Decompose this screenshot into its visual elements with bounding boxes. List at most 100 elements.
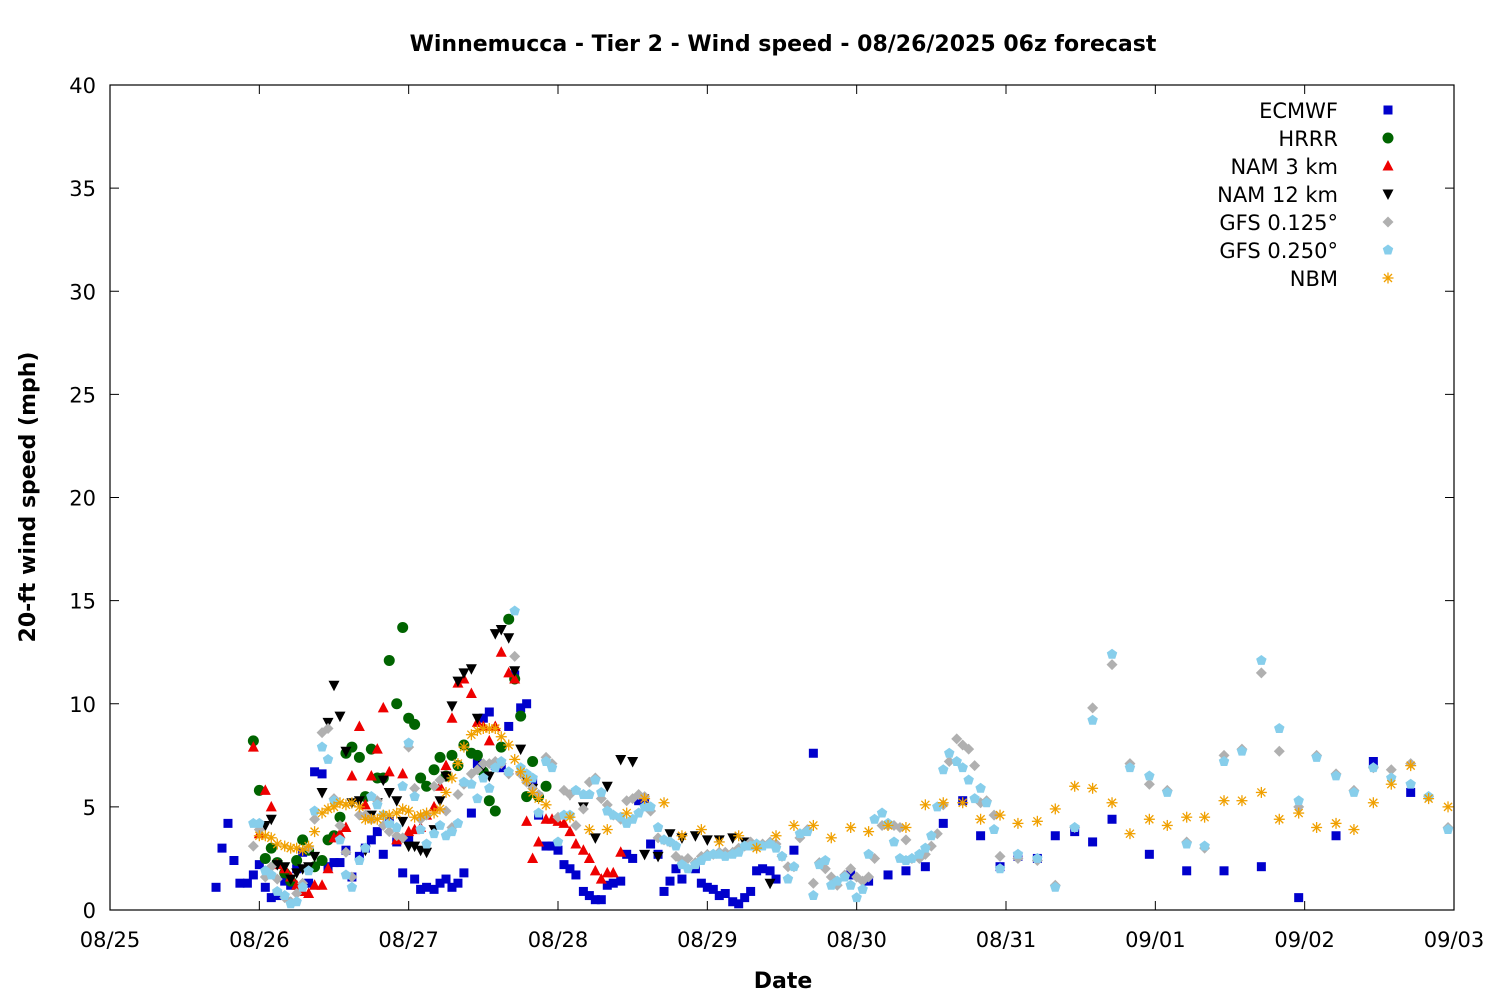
point-5-64 xyxy=(645,801,656,812)
point-4-128 xyxy=(1143,778,1155,790)
point-0-56 xyxy=(559,860,569,870)
point-0-80 xyxy=(714,891,724,901)
point-0-0 xyxy=(211,882,221,892)
point-6-19 xyxy=(371,813,383,825)
point-6-63 xyxy=(863,826,875,838)
point-0-1 xyxy=(217,843,227,853)
point-3-41 xyxy=(509,666,521,677)
point-0-63 xyxy=(602,880,612,890)
point-5-112 xyxy=(944,747,955,758)
y-tick-label-1: 5 xyxy=(83,796,96,820)
point-0-84 xyxy=(740,893,750,903)
point-4-17 xyxy=(353,809,365,821)
point-0-38 xyxy=(447,882,457,892)
point-3-50 xyxy=(627,757,639,768)
point-3-49 xyxy=(615,754,627,766)
point-1-44 xyxy=(521,791,533,803)
point-0-41 xyxy=(466,808,476,818)
point-1-7 xyxy=(291,855,303,866)
point-6-89 xyxy=(1348,824,1360,836)
series-6 xyxy=(253,723,1454,856)
point-6-31 xyxy=(446,772,458,784)
point-6-84 xyxy=(1255,786,1267,798)
point-5-96 xyxy=(845,879,856,890)
point-1-45 xyxy=(527,756,539,767)
point-3-31 xyxy=(446,701,458,712)
point-5-118 xyxy=(981,797,992,808)
point-0-54 xyxy=(547,841,557,851)
legend-label-3: NAM 12 km xyxy=(1217,183,1338,207)
point-5-1 xyxy=(254,817,265,828)
point-6-38 xyxy=(489,723,501,734)
point-4-70 xyxy=(682,852,694,864)
point-5-90 xyxy=(808,890,819,901)
point-0-67 xyxy=(628,853,638,863)
point-6-50 xyxy=(621,807,633,819)
point-3-14 xyxy=(340,746,352,758)
point-5-121 xyxy=(1012,848,1024,859)
point-0-88 xyxy=(765,866,775,876)
point-6-32 xyxy=(452,758,464,770)
point-0-5 xyxy=(242,878,252,888)
point-6-86 xyxy=(1293,807,1305,819)
point-3-37 xyxy=(483,771,495,782)
point-5-24 xyxy=(397,780,408,791)
point-5-135 xyxy=(1274,723,1285,733)
point-1-43 xyxy=(515,710,527,722)
point-2-41 xyxy=(503,666,515,678)
point-6-12 xyxy=(328,801,340,813)
point-3-21 xyxy=(383,787,395,799)
point-6-73 xyxy=(1049,803,1061,815)
point-0-50 xyxy=(522,699,532,709)
point-6-72 xyxy=(1031,815,1043,827)
point-5-56 xyxy=(596,786,607,797)
point-6-34 xyxy=(465,729,477,741)
point-5-46 xyxy=(533,807,544,818)
point-3-9 xyxy=(309,851,321,863)
point-5-124 xyxy=(1069,822,1080,832)
point-2-15 xyxy=(340,821,352,832)
point-0-2 xyxy=(223,818,233,828)
point-2-40 xyxy=(495,646,507,657)
point-0-105 xyxy=(1088,837,1098,847)
point-5-9 xyxy=(303,865,314,876)
point-2-17 xyxy=(353,720,365,731)
point-0-59 xyxy=(578,886,588,896)
point-4-37 xyxy=(477,758,489,770)
point-0-97 xyxy=(938,818,948,828)
point-4-126 xyxy=(1106,659,1118,671)
point-0-108 xyxy=(1182,866,1192,876)
point-2-9 xyxy=(303,887,315,898)
point-0-39 xyxy=(453,878,463,888)
point-0-65 xyxy=(616,876,626,886)
point-6-68 xyxy=(957,797,969,809)
point-0-40 xyxy=(459,868,469,878)
point-2-42 xyxy=(509,673,521,684)
point-5-41 xyxy=(503,766,514,777)
point-2-45 xyxy=(527,852,539,863)
point-5-130 xyxy=(1181,838,1192,849)
point-2-0 xyxy=(247,741,259,752)
point-3-13 xyxy=(334,711,346,723)
point-6-87 xyxy=(1311,822,1323,833)
point-2-59 xyxy=(615,846,627,857)
point-0-109 xyxy=(1219,866,1229,876)
point-4-53 xyxy=(577,803,589,815)
point-0-33 xyxy=(416,884,426,894)
point-5-26 xyxy=(409,791,420,802)
point-1-40 xyxy=(495,741,507,753)
point-5-117 xyxy=(975,782,986,793)
point-5-18 xyxy=(360,842,371,853)
point-5-38 xyxy=(484,782,495,793)
point-5-4 xyxy=(272,885,283,896)
point-6-8 xyxy=(303,840,315,852)
point-4-134 xyxy=(1255,667,1267,679)
point-4-31 xyxy=(440,805,452,817)
point-6-39 xyxy=(495,731,507,743)
point-5-5 xyxy=(279,890,290,901)
point-6-29 xyxy=(434,803,446,815)
point-5-29 xyxy=(428,828,440,839)
legend-label-4: GFS 0.125° xyxy=(1219,211,1338,235)
point-3-6 xyxy=(291,868,303,879)
point-3-48 xyxy=(601,781,613,793)
